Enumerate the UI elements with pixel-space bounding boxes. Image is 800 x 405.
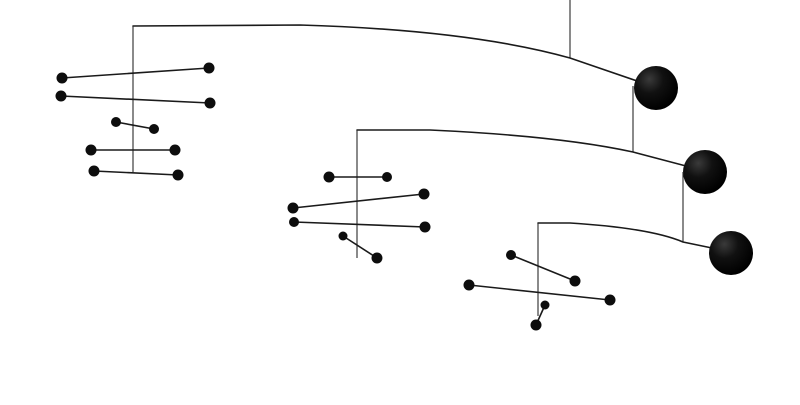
counterweight-ball-small (709, 231, 753, 275)
bottom-arm-wire (537, 222, 713, 249)
left-cluster (55, 62, 216, 181)
middle-cluster (287, 171, 431, 264)
top-arm-wire (132, 24, 641, 83)
counterweight-ball-large (634, 66, 678, 110)
middle-arm-wire (356, 129, 687, 167)
bottom-cluster (463, 250, 616, 331)
counterweight-ball-medium (683, 150, 727, 194)
